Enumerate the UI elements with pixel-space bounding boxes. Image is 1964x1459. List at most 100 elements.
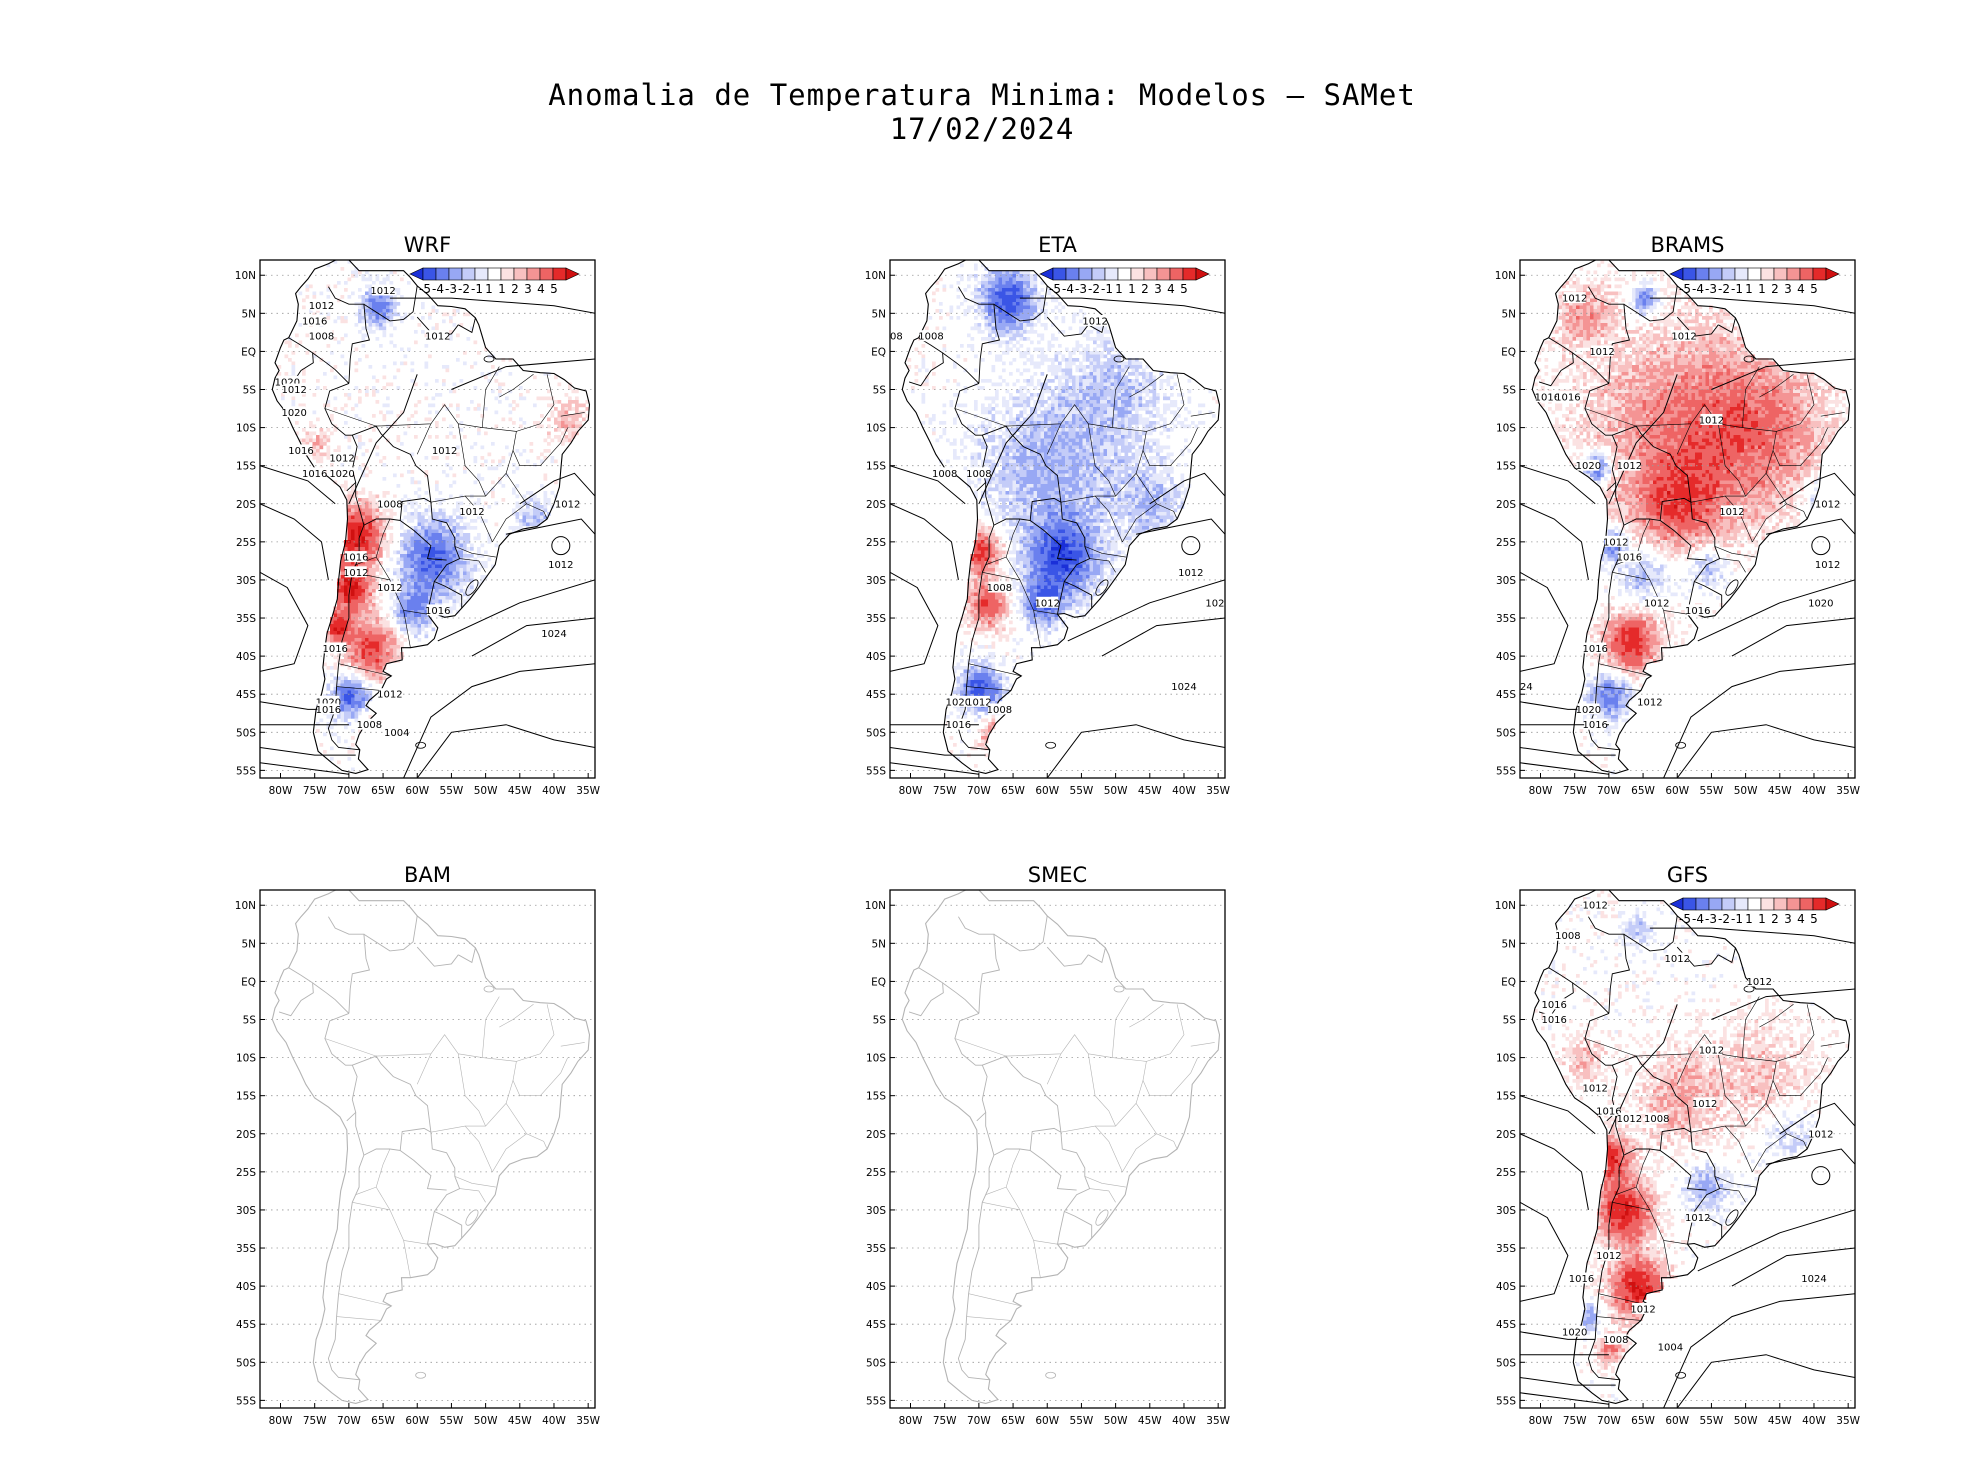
lat-tick-label: 35S [1496, 613, 1516, 625]
isobar-label: 1008 [932, 469, 957, 480]
colorbar-label: 5 [1180, 282, 1188, 296]
isobar-label: 1012 [377, 583, 402, 594]
colorbar-label: -5 [419, 282, 431, 296]
coastline [902, 889, 1219, 1404]
lon-tick-label: 60W [405, 785, 429, 797]
lat-tick-label: 10S [236, 423, 256, 435]
lat-tick-label: 15S [866, 461, 886, 473]
colorbar-label: -1 [1731, 912, 1743, 926]
lon-tick-label: 35W [1206, 785, 1230, 797]
colorbar-label: 2 [1771, 912, 1779, 926]
colorbar-label: 2 [1771, 282, 1779, 296]
lon-tick-label: 45W [508, 1415, 532, 1427]
isobar-label: 1016 [1569, 1274, 1594, 1285]
lat-tick-label: 10N [1495, 900, 1516, 912]
lat-tick-label: 30S [866, 575, 886, 587]
colorbar-label: -1 [471, 282, 483, 296]
isobar-label: 1008 [966, 469, 991, 480]
isobar-label: 1016 [288, 446, 313, 457]
lat-tick-label: 40S [866, 651, 886, 663]
isobar-label: 1016 [1582, 644, 1607, 655]
isobar-label: 1012 [1808, 1129, 1833, 1140]
colorbar-label: 5 [1810, 282, 1818, 296]
colorbar-label: 5 [550, 282, 558, 296]
isobar-label: 1012 [1582, 1084, 1607, 1095]
lon-tick-label: 70W [1597, 785, 1621, 797]
lat-tick-label: 20S [1496, 1129, 1516, 1141]
colorbar-label: 1 [1745, 282, 1753, 296]
lat-tick-label: 25S [236, 1167, 256, 1179]
lon-tick-label: 80W [1529, 785, 1553, 797]
isobar-label: 1004 [1658, 1343, 1683, 1354]
lon-tick-label: 50W [1104, 785, 1128, 797]
lon-tick-label: 60W [1665, 1415, 1689, 1427]
isobar-label: 1012 [1747, 977, 1772, 988]
lon-tick-label: 45W [1768, 785, 1792, 797]
lat-tick-label: 50S [866, 727, 886, 739]
lon-tick-label: 60W [1665, 785, 1689, 797]
lat-tick-label: 40S [1496, 1281, 1516, 1293]
isobar-label: 1020 [1576, 705, 1601, 716]
lat-tick-label: 35S [1496, 1243, 1516, 1255]
colorbar-label: 3 [1784, 912, 1792, 926]
lat-tick-label: 45S [866, 1319, 886, 1331]
lon-tick-label: 75W [933, 785, 957, 797]
colorbar-label: -1 [1731, 282, 1743, 296]
lat-tick-label: 25S [1496, 537, 1516, 549]
lat-tick-label: 15S [236, 461, 256, 473]
lon-tick-label: 70W [337, 1415, 361, 1427]
panel-title: SMEC [1028, 863, 1087, 887]
isobar-label: 1012 [1035, 598, 1060, 609]
lat-tick-label: 10S [1496, 1053, 1516, 1065]
lat-tick-label: 45S [866, 689, 886, 701]
lat-tick-label: EQ [241, 976, 256, 988]
colorbar-label: 2 [511, 282, 519, 296]
isobar-label: 1012 [377, 690, 402, 701]
lon-tick-label: 65W [1001, 785, 1025, 797]
lon-tick-label: 55W [440, 785, 464, 797]
lon-tick-label: 60W [1035, 785, 1059, 797]
lat-tick-label: 35S [236, 1243, 256, 1255]
isobar-label: 1024 [541, 629, 566, 640]
lon-tick-label: 45W [1768, 1415, 1792, 1427]
colorbar-label: 3 [1154, 282, 1162, 296]
map-svg-bam: BAM10N5NEQ5S10S15S20S25S30S35S40S45S50S5… [200, 855, 620, 1455]
isobar-label: 1016 [425, 606, 450, 617]
isobar-label: 1020 [1808, 598, 1833, 609]
lat-tick-label: 10N [1495, 270, 1516, 282]
colorbar-label: 5 [1810, 912, 1818, 926]
colorbar-label: 4 [537, 282, 545, 296]
lon-tick-label: 55W [440, 1415, 464, 1427]
colorbar-label: -4 [1692, 282, 1704, 296]
lat-tick-label: 45S [236, 689, 256, 701]
colorbar-label: 1 [498, 282, 506, 296]
lon-tick-label: 80W [899, 1415, 923, 1427]
panel-title: WRF [404, 233, 451, 257]
lat-tick-label: 10N [865, 900, 886, 912]
colorbar-label: 1 [1115, 282, 1123, 296]
lat-tick-label: 55S [866, 1395, 886, 1407]
lat-tick-label: 5N [871, 308, 886, 320]
lat-tick-label: 40S [866, 1281, 886, 1293]
lat-tick-label: 30S [1496, 1205, 1516, 1217]
lat-tick-label: 10S [1496, 423, 1516, 435]
isobar-label: 1008 [987, 705, 1012, 716]
lon-tick-label: 75W [303, 785, 327, 797]
isobar-label: 1012 [1671, 332, 1696, 343]
panel-title: GFS [1667, 863, 1708, 887]
lat-tick-label: 30S [1496, 575, 1516, 587]
colorbar-label: -3 [1075, 282, 1087, 296]
colorbar-label: -5 [1679, 912, 1691, 926]
lat-tick-label: 45S [1496, 1319, 1516, 1331]
colorbar-label: 1 [485, 282, 493, 296]
isobar-label: 1012 [1644, 598, 1669, 609]
colorbar-label: -4 [432, 282, 444, 296]
lon-tick-label: 70W [337, 785, 361, 797]
map-content [260, 889, 595, 1404]
isobar-label: 1012 [1692, 1099, 1717, 1110]
